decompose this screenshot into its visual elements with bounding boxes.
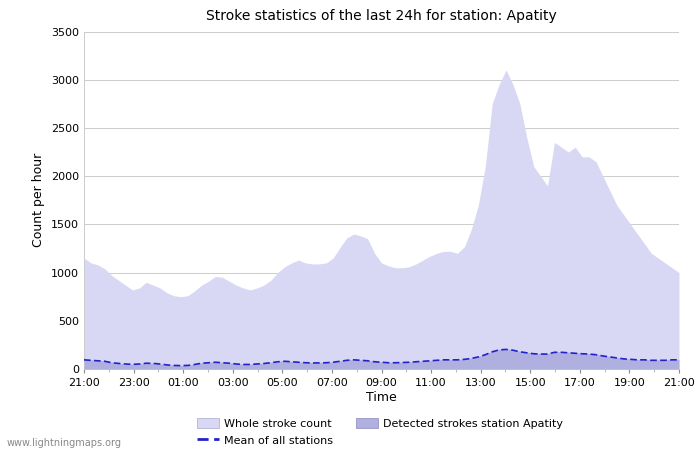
X-axis label: Time: Time bbox=[366, 391, 397, 404]
Legend: Whole stroke count, Mean of all stations, Detected strokes station Apatity: Whole stroke count, Mean of all stations… bbox=[197, 418, 564, 446]
Y-axis label: Count per hour: Count per hour bbox=[32, 153, 46, 248]
Text: www.lightningmaps.org: www.lightningmaps.org bbox=[7, 438, 122, 448]
Title: Stroke statistics of the last 24h for station: Apatity: Stroke statistics of the last 24h for st… bbox=[206, 9, 557, 23]
